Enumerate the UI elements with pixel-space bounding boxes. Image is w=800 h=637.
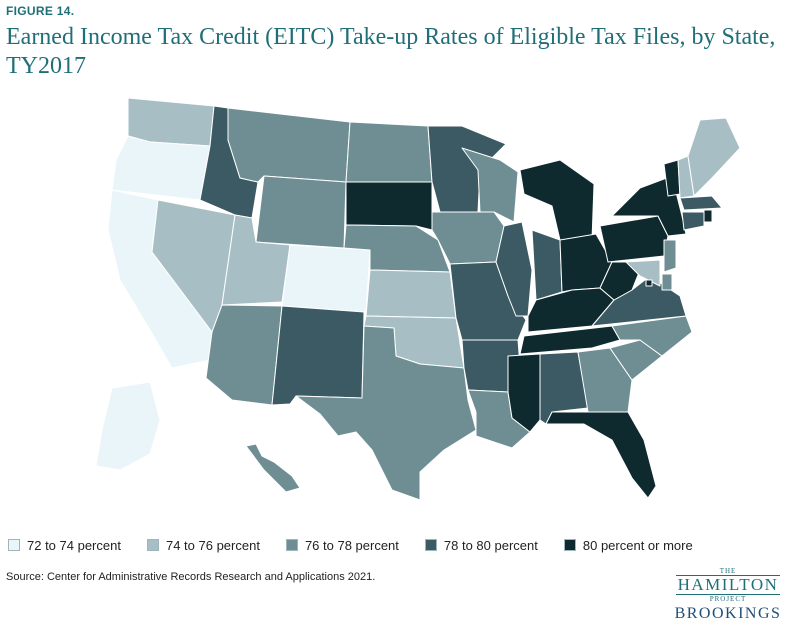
state-mt [227,107,351,183]
legend-item: 72 to 74 percent [8,538,121,553]
legend-swatch [146,539,159,551]
legend-swatch [285,539,298,551]
logo-project: PROJECT [709,595,747,603]
hamilton-brookings-logo: THE HAMILTON PROJECT BROOKINGS [668,567,788,623]
legend-item: 76 to 78 percent [285,537,399,553]
legend-label: 72 to 74 percent [27,537,121,553]
state-de [661,273,673,291]
state-ak [95,381,161,471]
state-fl [545,411,657,499]
state-co [281,244,371,313]
legend: 72 to 74 percent 74 to 76 percent 76 to … [8,536,798,554]
state-il [495,221,533,317]
state-sd [345,181,433,231]
state-ct [681,211,705,231]
state-hi [245,443,301,493]
state-tn [519,325,621,355]
logo-hamilton: HAMILTON [675,575,781,595]
state-tx [295,325,477,501]
legend-swatch [424,539,437,551]
state-ma [679,195,723,211]
state-pa [599,215,669,263]
state-ks [365,269,457,319]
legend-label: 76 to 78 percent [304,537,399,553]
logo-the: THE [719,567,737,575]
legend-item: 78 to 80 percent [424,537,538,553]
state-wi [461,147,519,223]
legend-label: 78 to 80 percent [443,537,538,553]
logo-brookings: BROOKINGS [674,605,782,622]
legend-item: 74 to 76 percent [146,537,260,553]
state-nm [271,305,365,406]
state-mi [519,159,595,241]
us-map [95,97,741,501]
state-in [531,229,563,301]
state-nj [663,239,677,273]
figure-label: FIGURE 14. [6,4,75,18]
legend-label: 74 to 76 percent [165,537,260,553]
state-nd [345,121,433,183]
state-ga [577,347,633,413]
state-or [111,135,211,201]
state-wa [127,97,215,147]
legend-label: 80 percent or more [582,537,693,553]
state-dc [645,279,653,287]
source-note: Source: Center for Administrative Record… [6,571,376,583]
legend-item: 80 percent or more [563,537,693,553]
state-ri [703,209,713,223]
state-wy [255,175,347,249]
legend-swatch [563,539,576,551]
state-me [687,117,741,197]
state-az [205,304,283,406]
legend-swatch [8,539,20,551]
chart-title: Earned Income Tax Credit (EITC) Take-up … [6,24,776,79]
